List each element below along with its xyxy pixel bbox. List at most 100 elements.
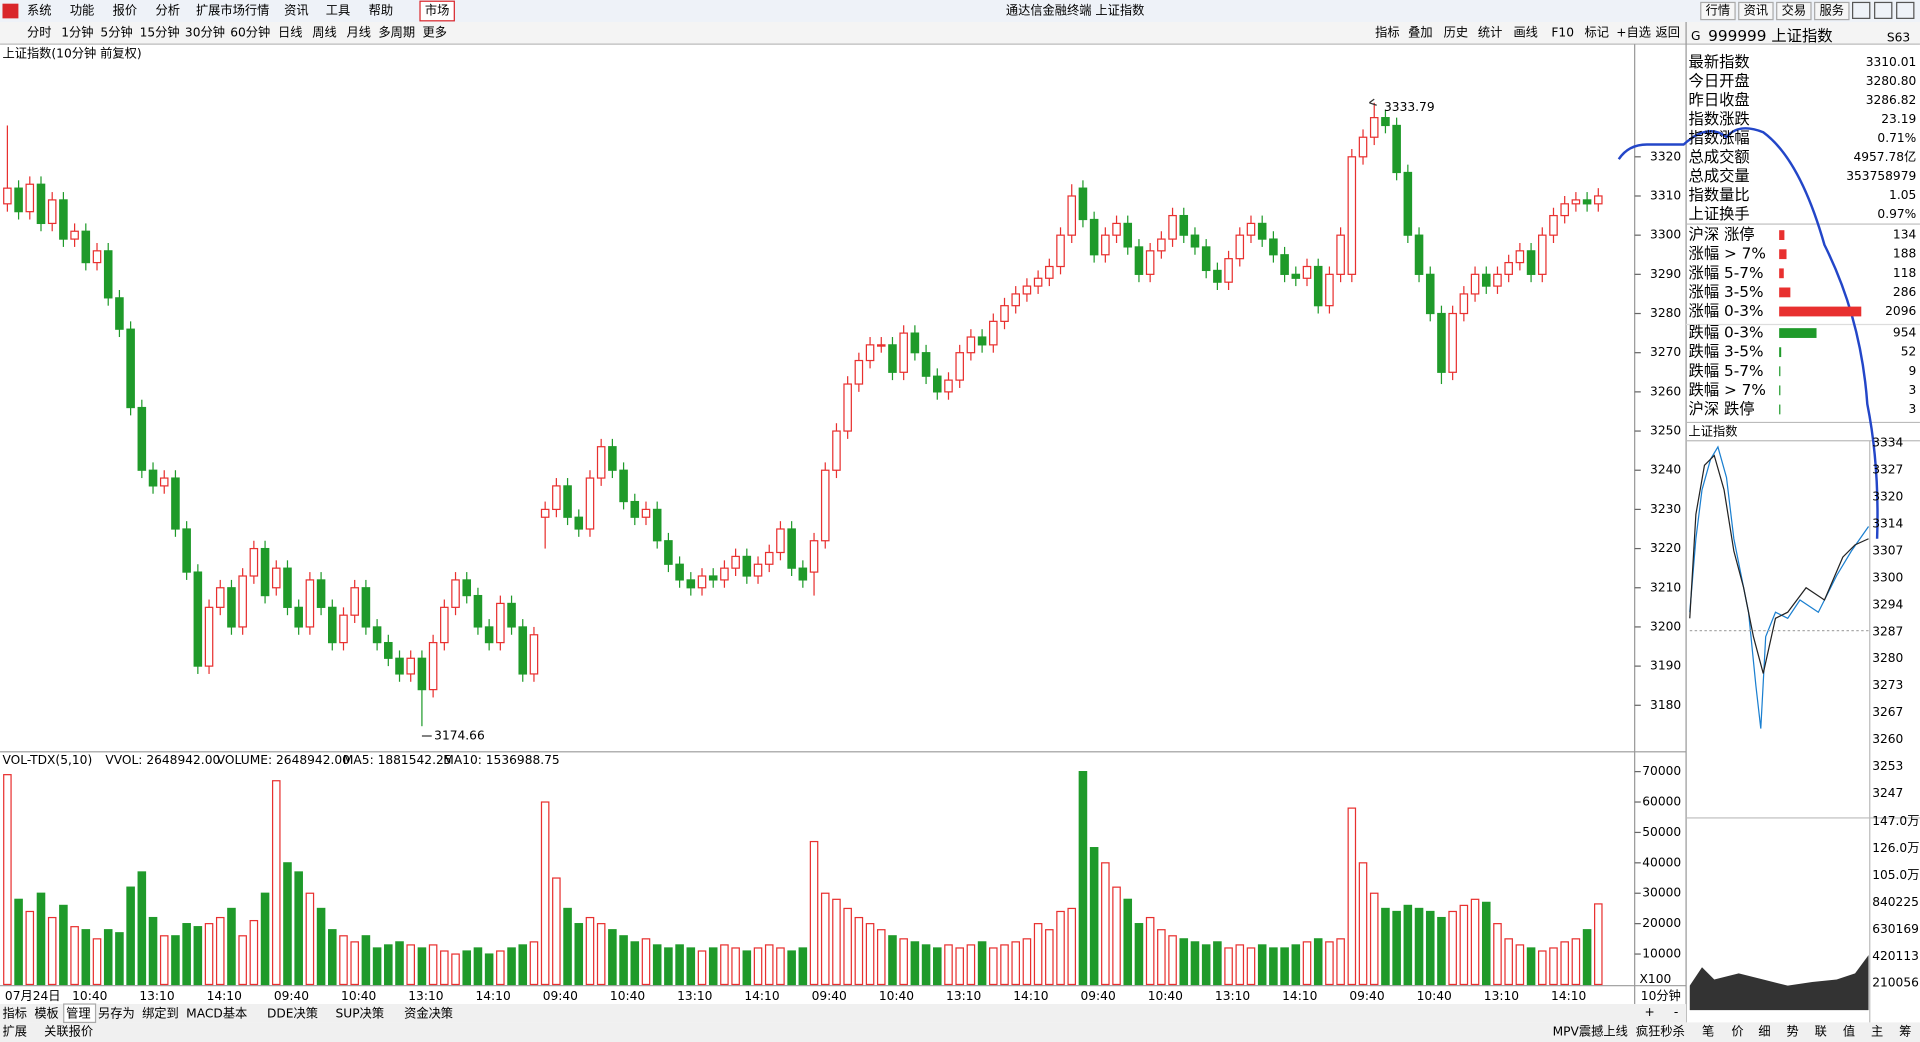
top-button[interactable]: [1700, 1, 1736, 21]
volume-bar: [1089, 847, 1099, 986]
mini-title: 上证指数: [1689, 424, 1738, 439]
menu-item[interactable]: 帮助: [369, 4, 393, 18]
status-item[interactable]: 关联报价: [44, 1024, 93, 1039]
quote-value: 3286.82: [1866, 93, 1917, 107]
candle-body: [271, 567, 281, 589]
maximize[interactable]: [1874, 1, 1893, 19]
status-item[interactable]: 主: [1871, 1025, 1883, 1039]
status-item[interactable]: 价: [1731, 1025, 1743, 1039]
bottom-tab[interactable]: DDE决策: [267, 1005, 318, 1020]
tool-button[interactable]: 指标: [1375, 25, 1399, 40]
tool-button[interactable]: F10: [1551, 26, 1574, 40]
status-item[interactable]: 笔: [1702, 1024, 1714, 1039]
more-button[interactable]: 更多: [422, 26, 446, 40]
status-item[interactable]: 势: [1786, 1025, 1798, 1039]
period-button[interactable]: 多周期: [378, 26, 415, 40]
candle-body: [316, 579, 326, 608]
close[interactable]: [1896, 1, 1915, 19]
volume-bar: [596, 923, 606, 986]
period-button[interactable]: 周线: [312, 26, 336, 40]
tool-button[interactable]: 统计: [1478, 26, 1502, 40]
breadth-label: 跌幅 3-5%: [1689, 343, 1764, 361]
candle-body: [1134, 246, 1144, 275]
status-item[interactable]: 筹: [1899, 1025, 1911, 1039]
candle-body: [417, 657, 427, 691]
y-tick-label: 50000: [1642, 825, 1681, 839]
period-button[interactable]: 5分钟: [100, 25, 132, 40]
top-button-label[interactable]: 交易: [1782, 3, 1806, 18]
candle-body: [966, 336, 976, 354]
mini-tick-label: 3300: [1872, 570, 1903, 584]
volume-bar: [1549, 947, 1558, 986]
bottom-tab[interactable]: 另存为: [98, 1006, 135, 1020]
bottom-tab[interactable]: SUP决策: [336, 1005, 385, 1020]
panel-title: 999999 上证指数: [1708, 27, 1832, 45]
status-item[interactable]: 扩展: [2, 1025, 26, 1039]
volume-bar: [1112, 886, 1121, 986]
top-button[interactable]: [1776, 1, 1812, 21]
zoom-button[interactable]: +: [1644, 1005, 1654, 1019]
tool-button[interactable]: 叠加: [1408, 26, 1432, 40]
top-button-label[interactable]: 行情: [1706, 4, 1730, 18]
menu-item[interactable]: 资讯: [284, 4, 308, 18]
menu-item[interactable]: 工具: [326, 4, 350, 18]
period-button[interactable]: 月线: [347, 26, 371, 40]
top-button-label[interactable]: 资讯: [1744, 4, 1768, 18]
bottom-tab[interactable]: 管理: [66, 1005, 90, 1020]
y-tick-label: 70000: [1642, 764, 1681, 778]
bottom-tab[interactable]: 模板: [34, 1006, 58, 1020]
volume-bar: [215, 916, 225, 986]
menu-item[interactable]: 功能: [70, 4, 94, 18]
status-item[interactable]: 值: [1843, 1024, 1855, 1039]
market-tab[interactable]: [419, 0, 455, 22]
x-tick-label: 14:10: [1013, 989, 1048, 1003]
volume-bar: [1145, 916, 1155, 986]
candle-body: [1336, 234, 1345, 275]
bottom-tab[interactable]: 指标: [2, 1005, 26, 1020]
menu-item[interactable]: 系统: [27, 4, 51, 18]
period-button[interactable]: 1分钟: [61, 25, 93, 40]
period-button[interactable]: 分时: [27, 26, 51, 40]
tool-button[interactable]: 历史: [1444, 26, 1468, 40]
period-button[interactable]: 60分钟: [230, 25, 270, 40]
menu-item[interactable]: 扩展市场行情: [196, 3, 269, 18]
volume-bar: [428, 944, 438, 986]
mini-line: [1689, 454, 1869, 674]
tool-button[interactable]: 画线: [1513, 26, 1537, 40]
x-tick-label: 13:10: [677, 989, 712, 1003]
period-button[interactable]: 15分钟: [140, 25, 180, 40]
volume-bar: [966, 944, 976, 986]
volume-bar: [1470, 898, 1480, 986]
bottom-tab[interactable]: 绑定到: [142, 1005, 179, 1020]
market-tab-label[interactable]: 市场: [425, 3, 449, 18]
mini-tick-label: 3294: [1872, 597, 1903, 611]
tool-button[interactable]: +自选: [1616, 26, 1651, 40]
bottom-tab[interactable]: 资金决策: [404, 1005, 453, 1020]
minimize[interactable]: [1852, 1, 1871, 19]
volume-bar: [350, 941, 359, 986]
zoom-button[interactable]: -: [1674, 1005, 1678, 1019]
menu-item[interactable]: 报价: [113, 3, 137, 18]
tool-button[interactable]: 返回: [1655, 26, 1679, 40]
menu-item[interactable]: 分析: [156, 4, 180, 18]
tool-button[interactable]: 标记: [1584, 26, 1608, 40]
top-button[interactable]: [1738, 1, 1774, 21]
period-button[interactable]: 日线: [278, 26, 302, 40]
mini-tick-label: 3267: [1872, 705, 1903, 719]
top-button[interactable]: [1814, 1, 1850, 21]
volume-bar: [182, 923, 191, 986]
candle-body: [854, 359, 864, 385]
volume-bar: [70, 926, 79, 986]
top-button-label[interactable]: 服务: [1820, 3, 1844, 18]
candle-body: [148, 469, 158, 487]
quote-value: 0.71%: [1877, 131, 1916, 145]
candle-body: [126, 328, 135, 409]
status-item[interactable]: MPV震撼上线: [1553, 1024, 1628, 1039]
status-item[interactable]: 疯狂秒杀: [1636, 1024, 1685, 1039]
bottom-tab[interactable]: MACD基本: [186, 1006, 247, 1020]
status-item[interactable]: 细: [1758, 1025, 1770, 1039]
volume-bar: [47, 916, 57, 986]
period-button[interactable]: 30分钟: [185, 25, 225, 40]
status-item[interactable]: 联: [1815, 1025, 1827, 1039]
